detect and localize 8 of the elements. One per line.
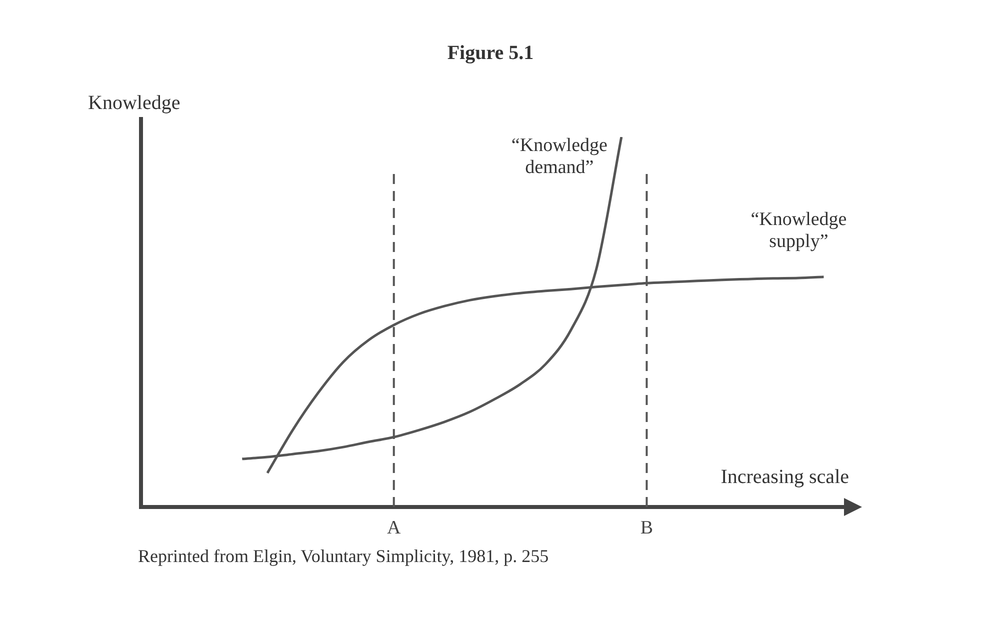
series-label: “Knowledge supply” [750, 208, 847, 252]
x-tick-label: B [640, 517, 654, 538]
text: Reprinted from Elgin, Voluntary Simplicity, 1981, p. 255 [138, 546, 549, 567]
chart-title: Figure 5.1 [446, 42, 535, 65]
series-label: “Knowledge demand” [511, 135, 608, 178]
x-axis-title: Increasing scale [720, 466, 849, 489]
x-tick-label: A [386, 517, 401, 538]
y-axis-title: Knowledge [88, 92, 180, 115]
